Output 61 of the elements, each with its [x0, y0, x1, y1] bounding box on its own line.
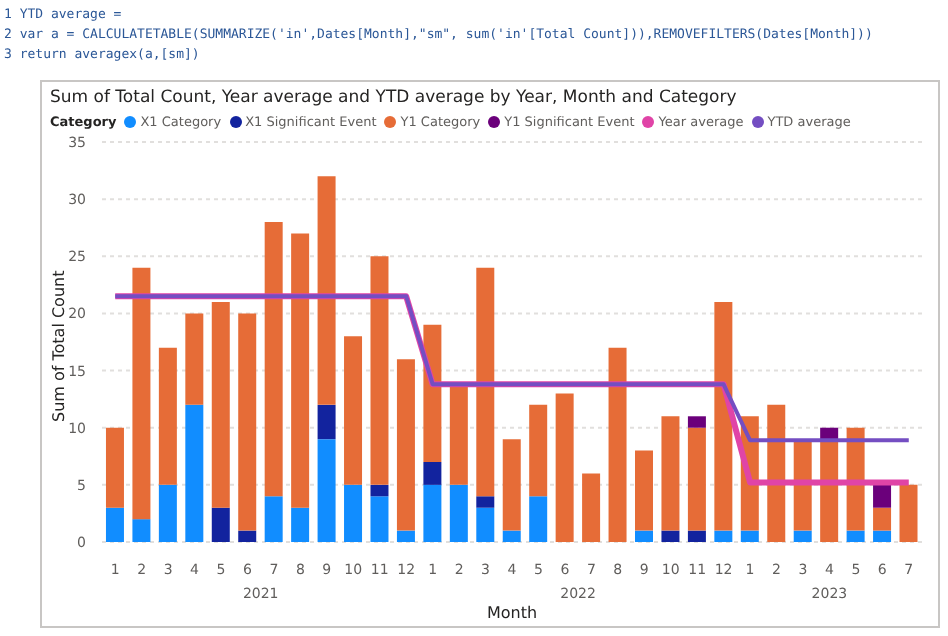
bar — [317, 439, 336, 542]
bar — [449, 484, 468, 542]
bar — [846, 530, 865, 542]
bar — [105, 507, 124, 542]
bar — [502, 530, 521, 542]
bar — [185, 313, 204, 405]
bar — [370, 496, 389, 542]
x-axis-title: Month — [486, 604, 538, 622]
bar — [238, 530, 257, 542]
bar — [714, 302, 733, 531]
bar — [793, 439, 812, 531]
bar — [899, 484, 918, 542]
bar — [291, 233, 310, 508]
bar — [132, 519, 151, 542]
bar — [661, 416, 680, 531]
bar — [582, 473, 601, 542]
bar — [317, 404, 336, 440]
bar — [105, 427, 124, 508]
bar — [370, 484, 389, 497]
bar — [687, 416, 706, 428]
bar — [344, 336, 363, 485]
bar — [502, 439, 521, 531]
bar — [661, 530, 680, 542]
bar — [873, 484, 892, 508]
bar — [714, 530, 733, 542]
bar — [238, 313, 257, 531]
bar — [476, 267, 495, 497]
bar — [344, 484, 363, 542]
bar — [264, 222, 283, 497]
bar — [476, 496, 495, 508]
bar — [158, 484, 177, 542]
bar — [529, 496, 548, 542]
bar — [820, 439, 839, 542]
bar — [423, 462, 442, 485]
bar — [476, 507, 495, 542]
bar — [211, 507, 230, 542]
y-axis-title: Sum of Total Count — [49, 270, 68, 422]
bar — [873, 530, 892, 542]
bar — [635, 450, 653, 531]
bar — [132, 267, 151, 520]
bar — [423, 484, 442, 542]
bar — [185, 404, 204, 542]
bar — [873, 507, 892, 531]
bar — [635, 530, 653, 542]
bar — [687, 530, 706, 542]
bar — [317, 176, 336, 405]
bar — [555, 393, 574, 542]
bar — [740, 530, 759, 542]
bar — [687, 427, 706, 531]
bar — [291, 507, 310, 542]
bar — [158, 347, 177, 485]
bar — [793, 530, 812, 542]
chart-title: Sum of Total Count, Year average and YTD average by Year, Month and Category — [50, 88, 737, 108]
bar — [370, 256, 389, 485]
bar — [529, 404, 548, 497]
bar — [396, 530, 415, 542]
bar — [264, 496, 283, 542]
bar — [608, 347, 627, 542]
bar — [396, 359, 415, 531]
bar — [767, 404, 786, 542]
bar — [211, 302, 230, 508]
